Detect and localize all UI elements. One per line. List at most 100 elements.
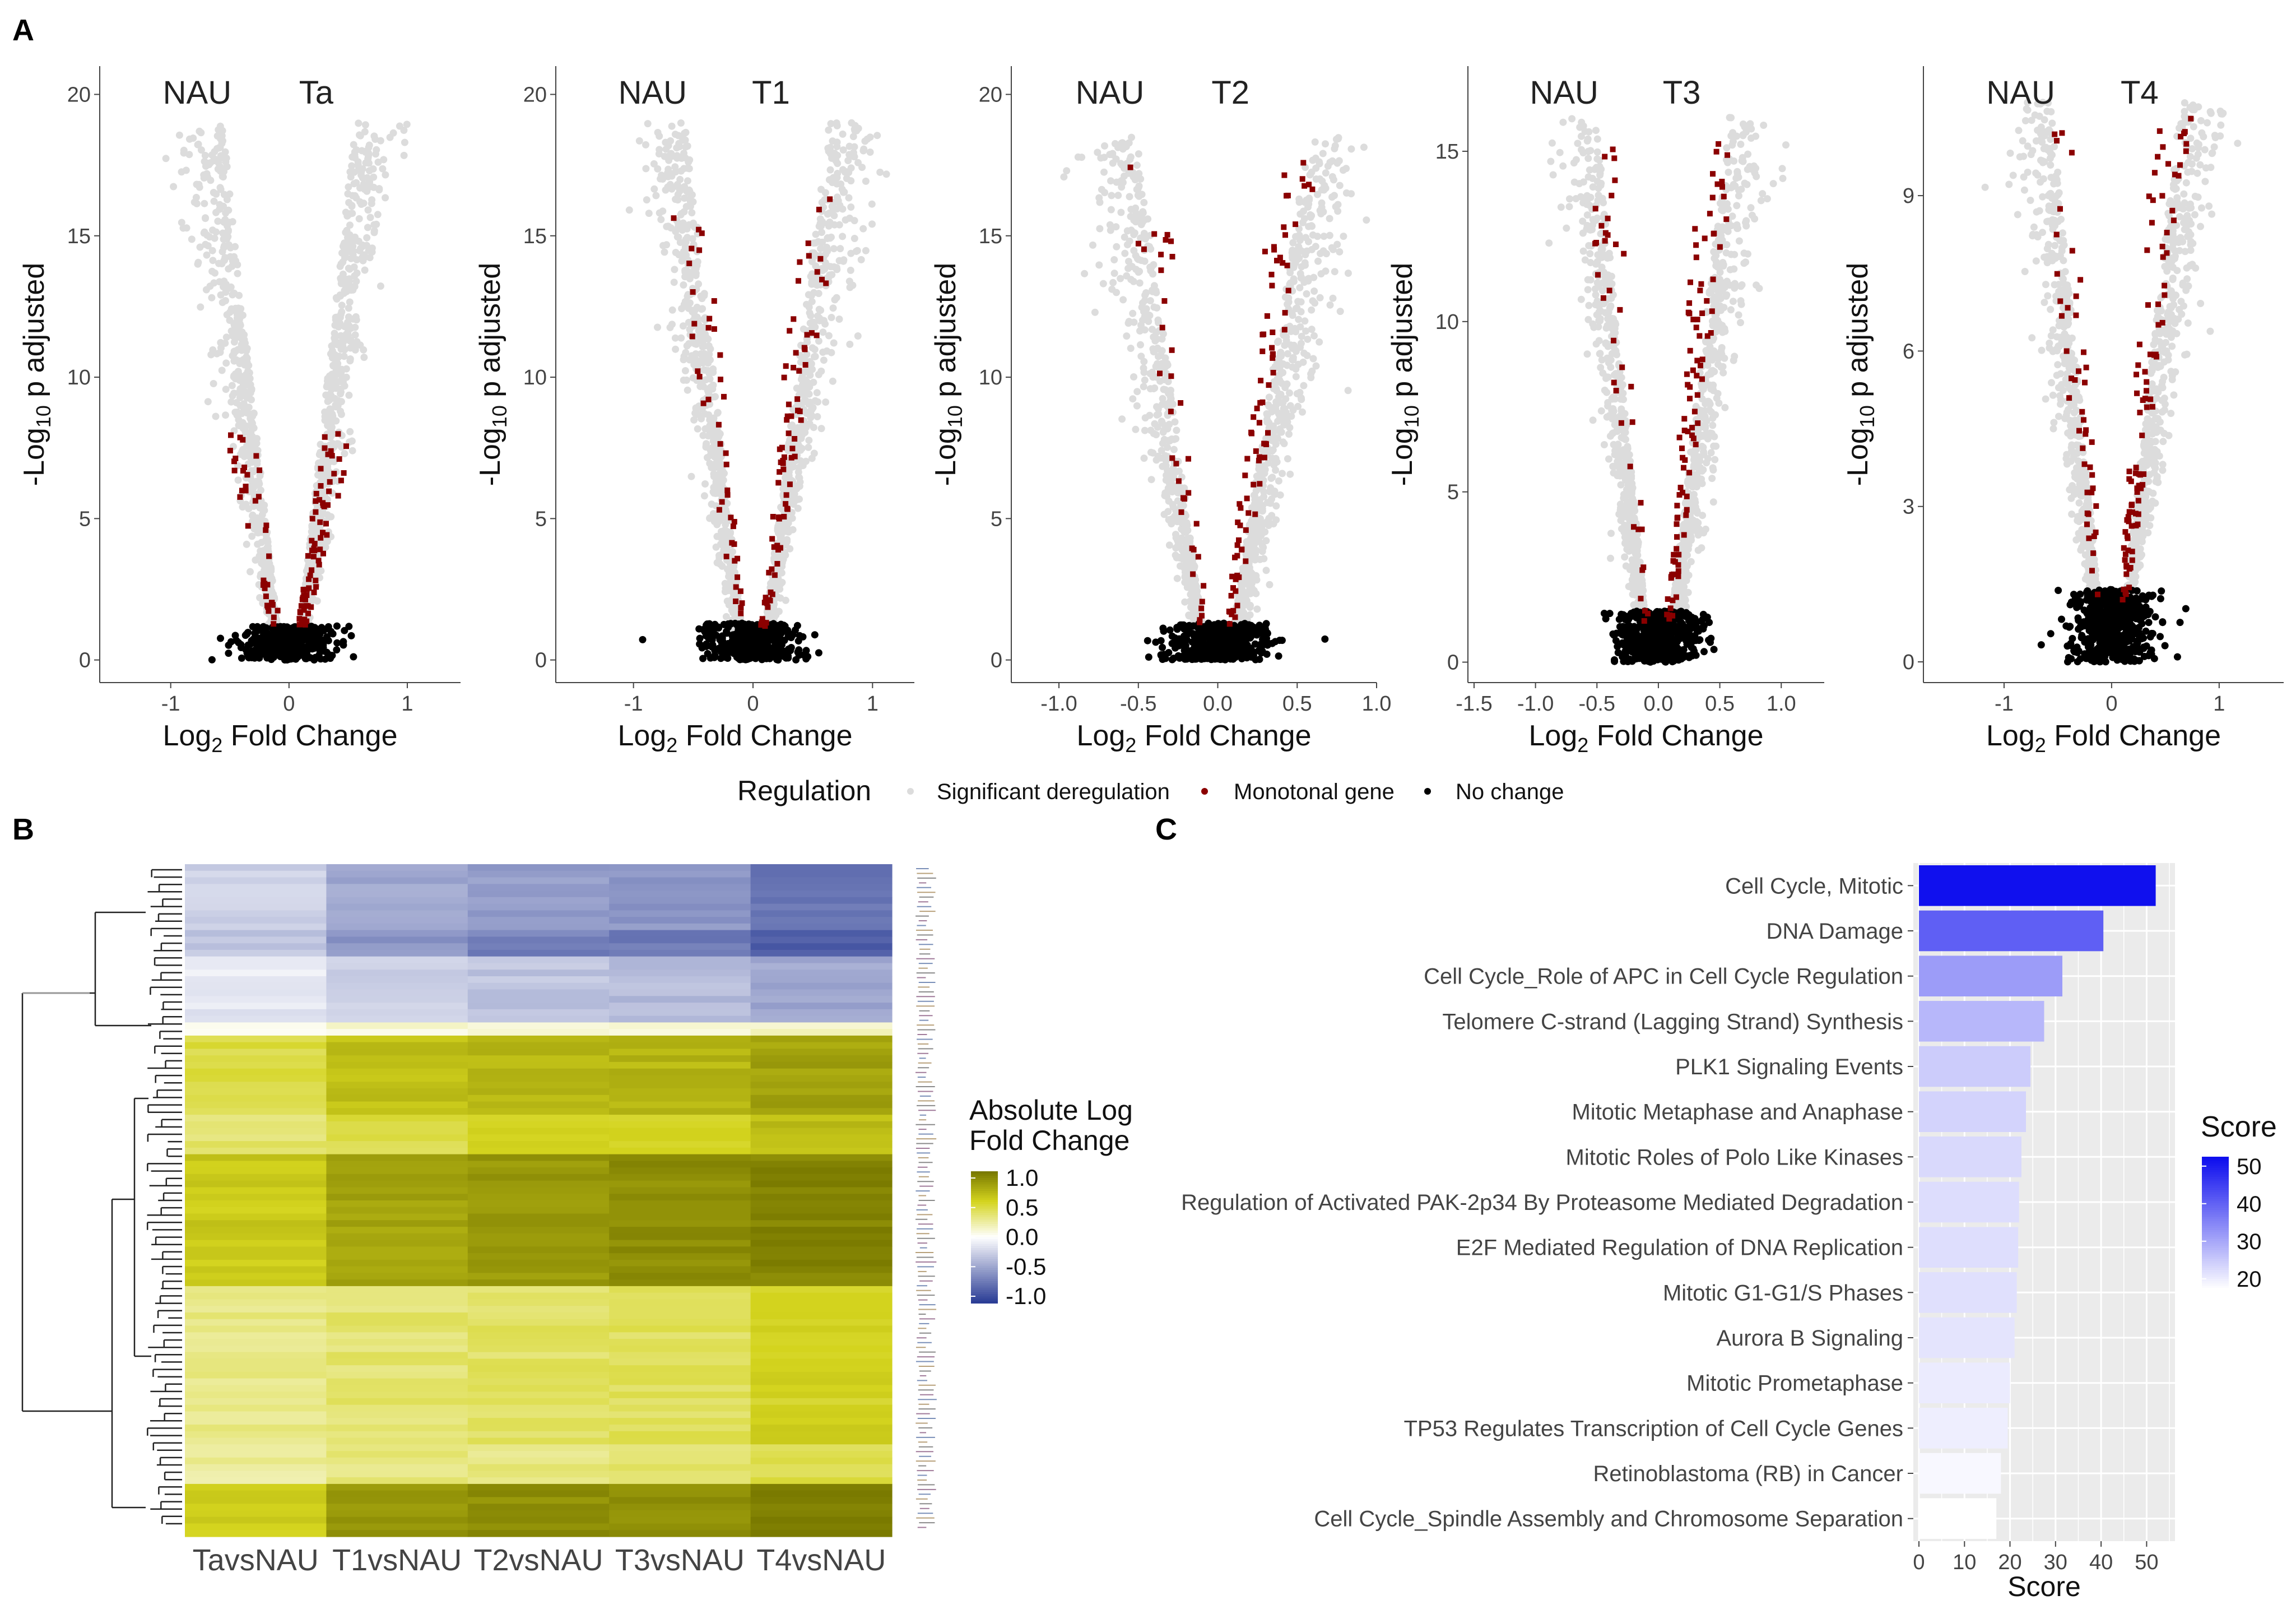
significant-point	[1158, 335, 1166, 343]
monotonal-point	[806, 253, 812, 259]
significant-point	[221, 254, 229, 262]
monotonal-point	[802, 362, 808, 368]
significant-point	[1135, 182, 1143, 190]
monotonal-point	[297, 610, 303, 616]
significant-point	[237, 374, 245, 382]
significant-point	[1099, 280, 1107, 287]
monotonal-point	[306, 576, 312, 582]
y-tick-label: 0	[79, 649, 91, 672]
significant-point	[348, 210, 356, 217]
significant-point	[194, 140, 202, 148]
significant-point	[233, 356, 240, 364]
significant-point	[336, 262, 344, 270]
significant-point	[845, 142, 853, 150]
significant-point	[644, 120, 652, 128]
significant-point	[380, 156, 388, 164]
significant-point	[799, 355, 806, 363]
significant-point	[366, 167, 373, 175]
significant-point	[717, 479, 724, 487]
significant-point	[248, 385, 255, 393]
significant-point	[1326, 231, 1333, 239]
significant-point	[1129, 309, 1137, 317]
significant-point	[680, 356, 687, 364]
significant-point	[208, 267, 216, 275]
significant-point	[656, 132, 663, 140]
significant-point	[1329, 245, 1337, 253]
monotonal-point	[696, 247, 703, 253]
monotonal-point	[320, 530, 326, 536]
significant-point	[338, 308, 346, 316]
significant-point	[666, 323, 674, 331]
significant-point	[195, 180, 203, 188]
significant-point	[348, 447, 356, 454]
significant-point	[810, 424, 817, 432]
significant-point	[785, 528, 793, 536]
monotonal-point	[789, 446, 796, 452]
no-change-point	[740, 628, 747, 636]
significant-point	[342, 373, 350, 381]
significant-point	[231, 409, 239, 416]
y-tick-label: 0	[535, 649, 547, 672]
significant-point	[1344, 270, 1352, 277]
significant-point	[1141, 376, 1149, 384]
monotonal-point	[301, 620, 306, 627]
significant-point	[204, 398, 212, 406]
no-change-point	[249, 623, 257, 630]
significant-point	[345, 265, 352, 272]
significant-point	[1159, 401, 1166, 408]
monotonal-point	[769, 591, 775, 597]
significant-point	[243, 353, 250, 361]
significant-point	[350, 263, 358, 271]
significant-point	[876, 168, 884, 176]
significant-point	[1333, 159, 1341, 167]
no-change-point	[288, 629, 296, 637]
significant-point	[687, 472, 695, 480]
monotonal-point	[711, 326, 717, 332]
significant-point	[830, 339, 838, 347]
monotonal-point	[718, 377, 723, 383]
monotonal-point	[328, 448, 334, 454]
significant-point	[1275, 337, 1282, 345]
monotonal-point	[783, 501, 789, 507]
monotonal-point	[331, 471, 337, 477]
significant-point	[846, 340, 854, 348]
significant-point	[194, 260, 202, 268]
significant-point	[338, 249, 346, 257]
significant-point	[1133, 388, 1141, 396]
significant-point	[243, 422, 250, 430]
monotonal-point	[325, 502, 331, 508]
significant-point	[235, 416, 243, 424]
monotonal-point	[313, 509, 319, 515]
significant-point	[1110, 256, 1118, 263]
monotonal-point	[784, 506, 791, 512]
monotonal-point	[778, 459, 784, 465]
significant-point	[213, 145, 221, 152]
significant-point	[681, 273, 689, 281]
significant-point	[354, 161, 362, 169]
significant-point	[351, 282, 359, 290]
monotonal-point	[227, 448, 233, 454]
x-tick-label: 1.0	[1362, 692, 1392, 716]
significant-point	[337, 410, 345, 418]
significant-point	[1286, 402, 1294, 410]
significant-point	[1268, 474, 1276, 481]
significant-point	[1316, 294, 1324, 302]
significant-point	[1113, 243, 1121, 251]
significant-point	[680, 281, 687, 289]
significant-point	[239, 382, 247, 389]
significant-point	[244, 449, 252, 457]
group-label-nau: NAU	[163, 75, 231, 111]
no-change-point	[296, 630, 304, 638]
significant-point	[349, 251, 357, 259]
significant-point	[722, 585, 729, 592]
significant-point	[366, 214, 374, 221]
significant-point	[352, 179, 360, 187]
monotonal-point	[780, 466, 787, 472]
significant-point	[1140, 198, 1148, 206]
significant-point	[1299, 358, 1307, 366]
significant-point	[221, 339, 229, 347]
no-change-point	[794, 637, 802, 645]
significant-point	[664, 222, 672, 230]
y-tick-label: 5	[991, 507, 1002, 531]
